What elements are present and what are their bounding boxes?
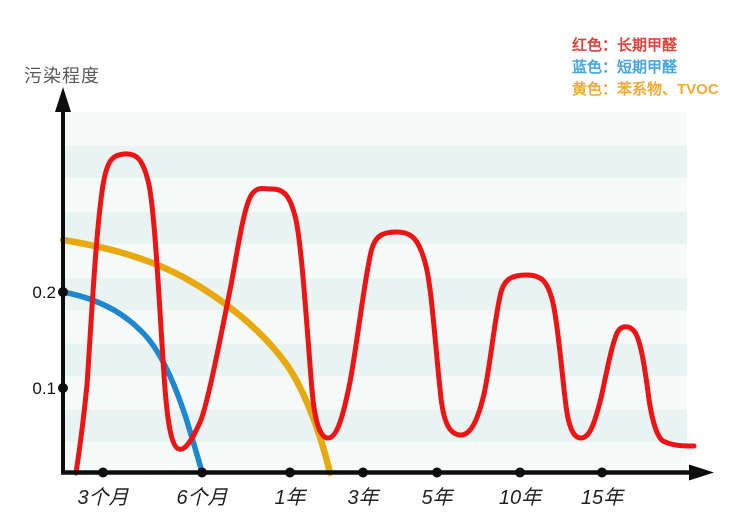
- x-tick-dot-1y: [285, 467, 295, 478]
- series-line-long-term-formaldehyde: [73, 151, 697, 476]
- plot-background: [63, 112, 687, 473]
- legend-item-long-term-formaldehyde: 红色：长期甲醛: [572, 37, 678, 54]
- y-tick-label-0-2: 0.2: [32, 283, 56, 302]
- x-tick-dot-6m: [197, 467, 207, 478]
- y-axis-arrow-icon: [55, 87, 71, 112]
- x-tick-label-1y: 1年: [274, 487, 306, 509]
- x-axis-arrow-icon: [689, 464, 714, 481]
- x-tick-dot-10y: [515, 467, 525, 478]
- x-tick-label-3y: 3年: [347, 487, 379, 509]
- y-tick-label-0-1: 0.1: [32, 379, 56, 398]
- y-axis: [55, 87, 71, 474]
- x-tick-label-5y: 5年: [421, 487, 453, 509]
- x-tick-dot-3y: [358, 467, 368, 478]
- x-axis: [61, 464, 714, 481]
- x-tick-label-10y: 10年: [498, 487, 542, 509]
- x-tick-dot-15y: [597, 467, 607, 478]
- series-line-tvoc: [59, 236, 334, 477]
- legend-item-short-term-formaldehyde: 蓝色：短期甲醛: [572, 59, 678, 76]
- legend-item-tvoc: 黄色：苯系物、TVOC: [572, 81, 719, 98]
- x-tick-dot-3m: [98, 467, 108, 478]
- y-axis-title: 污染程度: [24, 66, 100, 86]
- y-tick-dot-0-1: [58, 383, 68, 393]
- x-tick-label-15y: 15年: [580, 487, 624, 509]
- legend: 红色：长期甲醛 蓝色：短期甲醛 黄色：苯系物、TVOC: [572, 35, 719, 101]
- x-tick-dot-5y: [432, 467, 442, 478]
- x-tick-label-3m: 3个月: [77, 487, 129, 509]
- y-tick-dot-0-2: [58, 287, 68, 297]
- x-tick-label-6m: 6个月: [176, 487, 228, 509]
